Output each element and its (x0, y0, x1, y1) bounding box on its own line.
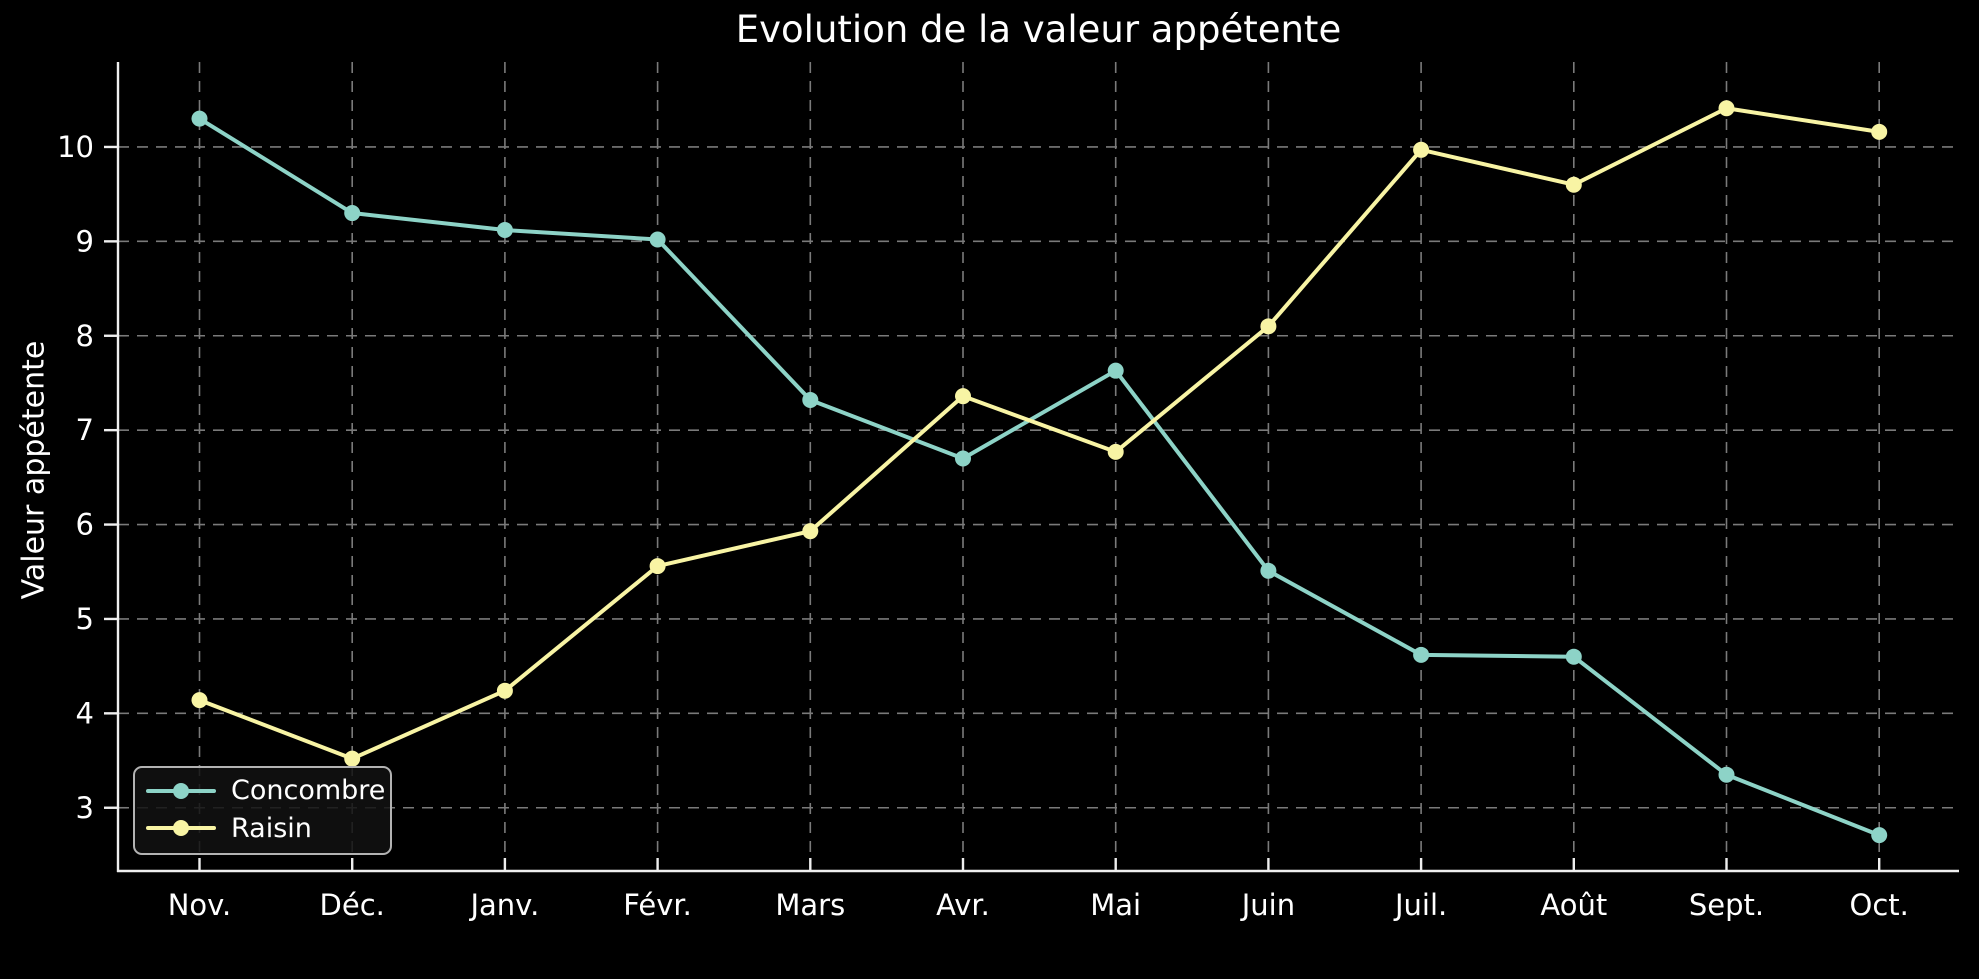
y-tick-label: 10 (57, 130, 94, 164)
data-point-concombre (1413, 646, 1430, 663)
data-point-raisin (1260, 318, 1277, 335)
legend-item-raisin[interactable]: Raisin (145, 815, 380, 842)
data-point-raisin (1718, 100, 1735, 117)
raisin-sample-marker-icon (173, 820, 189, 837)
data-point-concombre (191, 110, 208, 127)
series-line-concombre (197, 116, 1882, 838)
data-point-concombre (649, 231, 666, 248)
data-point-concombre (802, 391, 819, 408)
series-line-raisin (197, 106, 1882, 761)
data-point-concombre (955, 450, 971, 467)
legend-item-concombre[interactable]: Concombre (145, 777, 385, 804)
x-tick-label: Janv. (468, 888, 539, 922)
y-tick-label: 4 (76, 696, 94, 730)
y-tick-label: 3 (76, 791, 94, 825)
x-tick-label: Juil. (1393, 888, 1447, 922)
x-tick-label: Déc. (320, 888, 385, 922)
data-point-raisin (344, 750, 361, 767)
data-point-raisin (1107, 443, 1124, 460)
x-tick-label: Oct. (1850, 888, 1909, 922)
x-tick-label: Mai (1090, 888, 1141, 922)
data-point-raisin (1413, 141, 1430, 158)
chart-title: Evolution de la valeur appétente (735, 8, 1342, 51)
data-point-raisin (1871, 123, 1888, 140)
raisin-line-swatch (146, 820, 216, 837)
x-tick-label: Avr. (936, 888, 990, 922)
data-point-raisin (955, 388, 971, 405)
y-tick-label: 9 (76, 224, 94, 258)
data-point-raisin (1565, 176, 1582, 193)
y-tick-label: 6 (76, 508, 94, 542)
data-point-concombre (1565, 648, 1582, 665)
data-point-concombre (496, 222, 513, 239)
data-point-concombre (344, 205, 361, 222)
data-point-raisin (496, 682, 513, 699)
concombre-line-swatch (146, 782, 216, 799)
x-tick-label: Août (1540, 888, 1607, 922)
y-tick-label: 8 (76, 319, 94, 353)
x-tick-label: Mars (775, 888, 845, 922)
x-tick-label: Sept. (1689, 888, 1764, 922)
x-tick-label: Juin (1240, 888, 1295, 922)
data-point-raisin (802, 523, 819, 540)
legend-label-raisin: Raisin (231, 812, 312, 844)
y-tick-label: 7 (76, 413, 94, 447)
data-point-concombre (1107, 362, 1124, 379)
data-point-concombre (1718, 766, 1735, 783)
x-tick-label: Nov. (168, 888, 232, 922)
legend[interactable]: Concombre Raisin (133, 766, 392, 855)
y-tick-label: 5 (76, 602, 94, 636)
data-point-concombre (1260, 562, 1277, 579)
data-point-concombre (1871, 827, 1888, 844)
concombre-sample-marker-icon (173, 782, 189, 799)
legend-label-concombre: Concombre (231, 775, 386, 807)
data-point-raisin (649, 558, 666, 575)
x-tick-label: Févr. (623, 888, 692, 922)
data-point-raisin (191, 692, 208, 709)
